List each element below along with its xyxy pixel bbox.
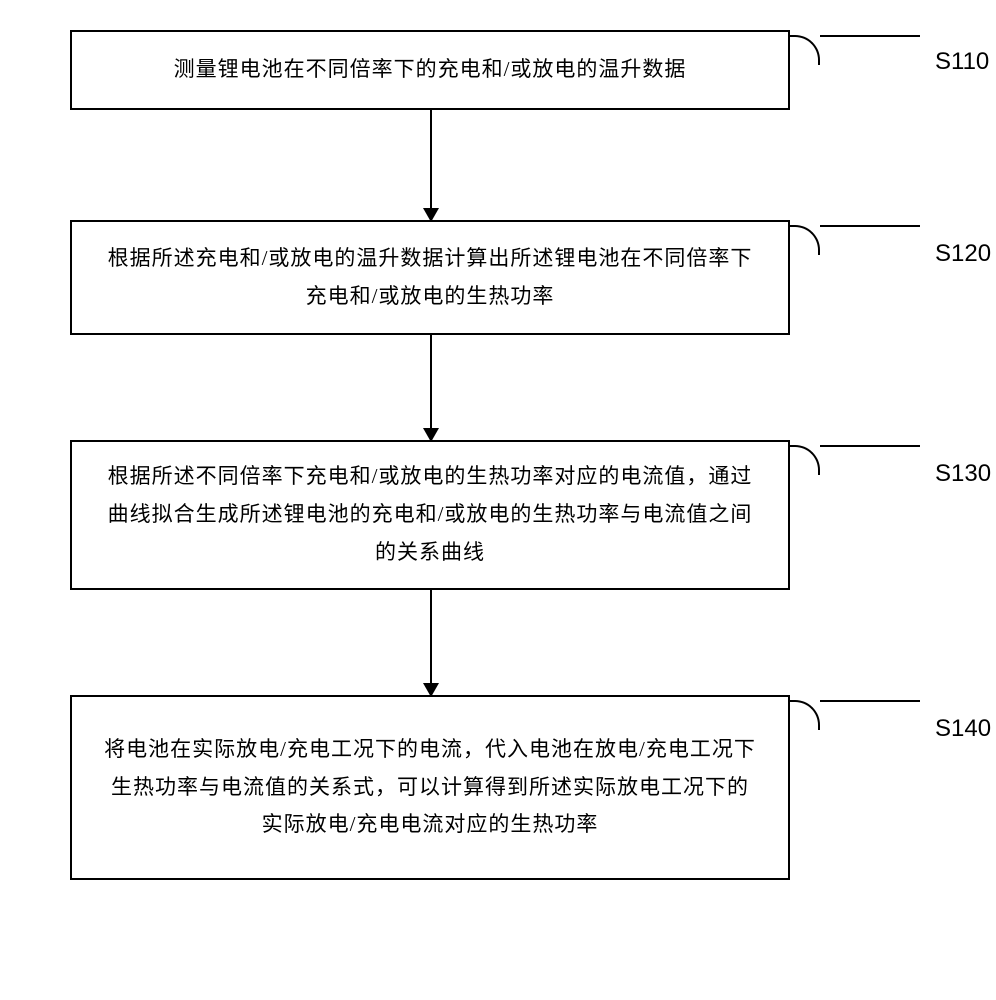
step-3-label: S130 [935,460,991,488]
connector-leader-3 [820,445,920,447]
flowchart-step-1: 测量锂电池在不同倍率下的充电和/或放电的温升数据 [70,30,790,110]
flowchart-arrow-1 [430,110,432,220]
step-1-text: 测量锂电池在不同倍率下的充电和/或放电的温升数据 [174,51,687,89]
step-2-label: S120 [935,240,991,268]
connector-curve-4 [790,700,820,730]
flowchart-arrow-2 [430,335,432,440]
flowchart-arrow-3 [430,590,432,695]
step-4-label: S140 [935,715,991,743]
connector-curve-3 [790,445,820,475]
connector-leader-2 [820,225,920,227]
step-2-text: 根据所述充电和/或放电的温升数据计算出所述锂电池在不同倍率下充电和/或放电的生热… [102,240,758,316]
step-1-label: S110 [935,48,989,76]
flowchart-step-2: 根据所述充电和/或放电的温升数据计算出所述锂电池在不同倍率下充电和/或放电的生热… [70,220,790,335]
connector-leader-1 [820,35,920,37]
connector-curve-2 [790,225,820,255]
connector-curve-1 [790,35,820,65]
step-4-text: 将电池在实际放电/充电工况下的电流，代入电池在放电/充电工况下生热功率与电流值的… [102,731,758,844]
connector-leader-4 [820,700,920,702]
step-3-text: 根据所述不同倍率下充电和/或放电的生热功率对应的电流值，通过曲线拟合生成所述锂电… [102,458,758,571]
flowchart-step-3: 根据所述不同倍率下充电和/或放电的生热功率对应的电流值，通过曲线拟合生成所述锂电… [70,440,790,590]
flowchart-step-4: 将电池在实际放电/充电工况下的电流，代入电池在放电/充电工况下生热功率与电流值的… [70,695,790,880]
flowchart-container: 测量锂电池在不同倍率下的充电和/或放电的温升数据 S110 根据所述充电和/或放… [70,30,850,880]
